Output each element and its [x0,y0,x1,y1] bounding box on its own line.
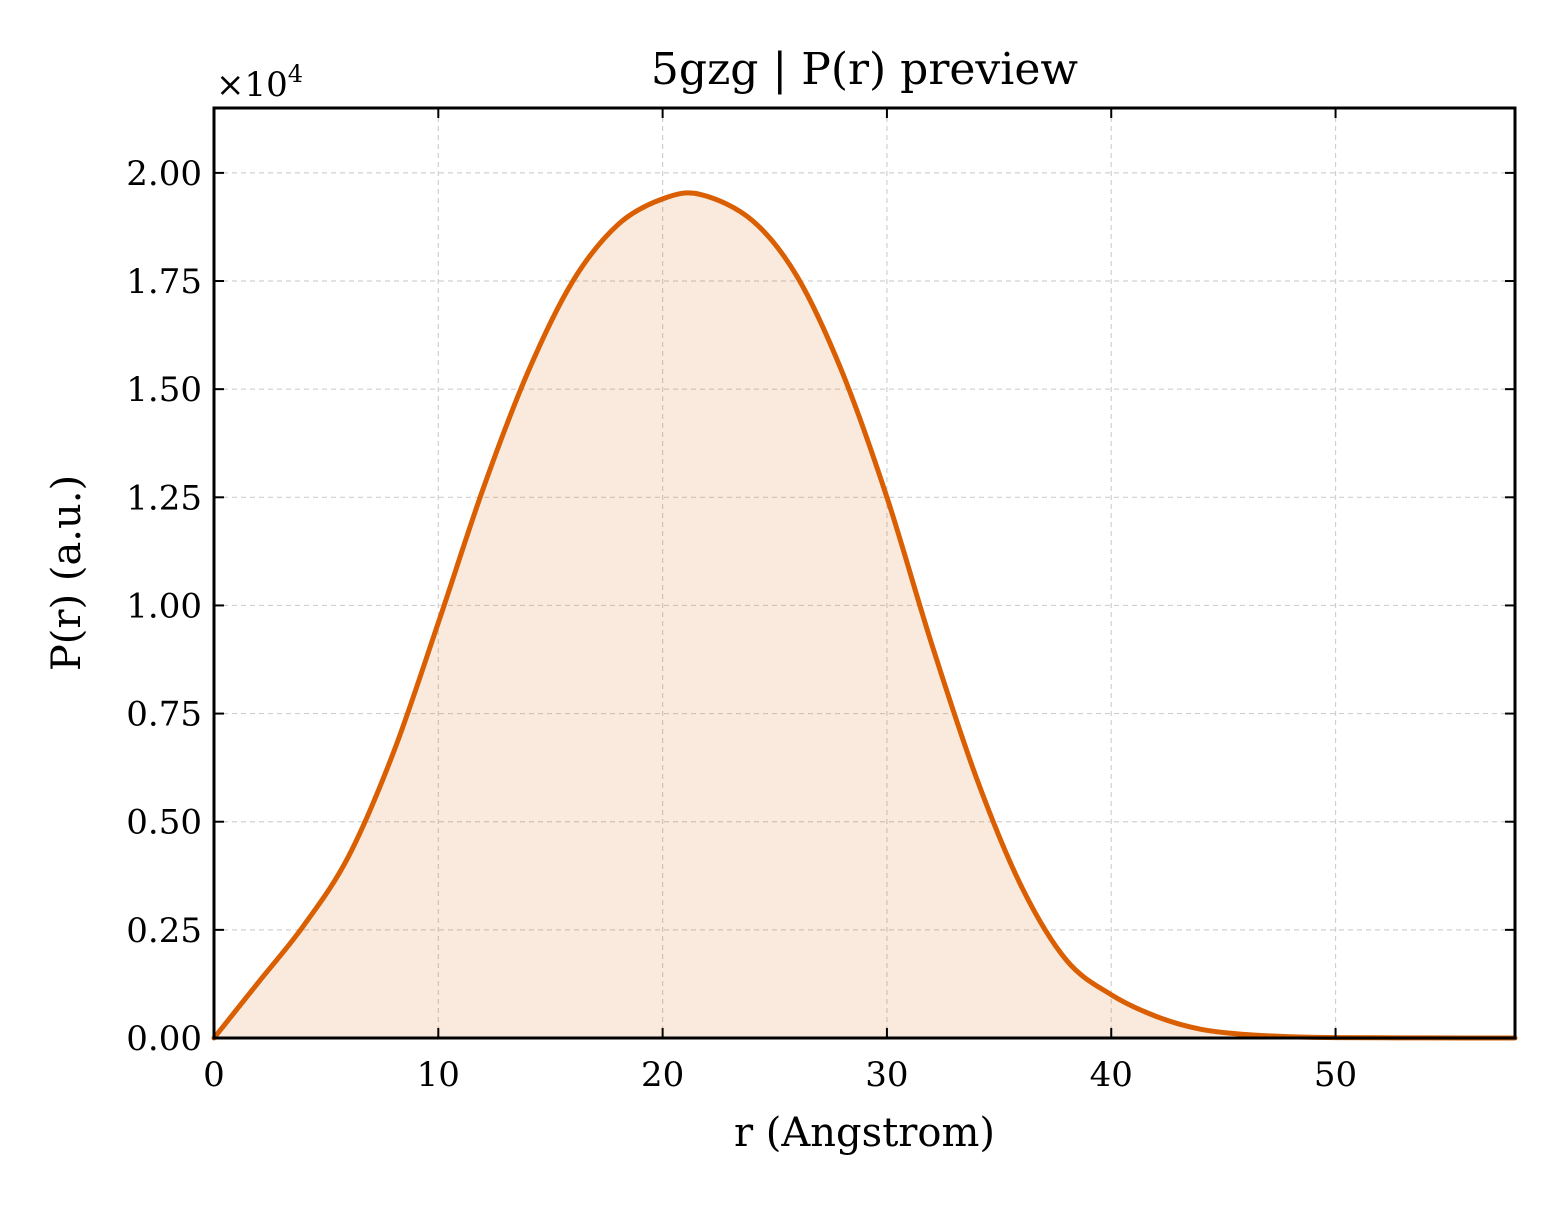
pr-area-fill [214,192,1515,1038]
y-tick-label: 0.75 [126,695,202,735]
y-tick-label: 0.00 [126,1019,202,1059]
data-layer [211,190,1518,1041]
x-tick-label: 0 [203,1055,225,1095]
y-tick-label: 1.00 [126,586,202,626]
y-tick-label: 2.00 [126,154,202,194]
x-tick-label: 50 [1314,1055,1357,1095]
y-tick-label: 1.50 [126,370,202,410]
ticks: 0 10 20 30 40 50 0.00 0.25 0.50 0.75 1.00 1.25 1.50 1… [126,108,1515,1095]
y-axis-offset-label: ×104 [216,60,303,105]
y-tick-label: 0.50 [126,803,202,843]
x-tick-label: 20 [641,1055,684,1095]
plot-frame [212,106,1517,1040]
y-tick-label: 0.25 [126,911,202,951]
y-axis-label: P(r) (a.u.) [44,475,90,671]
x-tick-label: 30 [865,1055,908,1095]
y-tick-label: 1.25 [126,478,202,518]
chart-title: 5gzg | P(r) preview [651,44,1078,95]
x-axis-label: r (Angstrom) [734,1110,995,1156]
x-tick-label: 10 [417,1055,460,1095]
y-offset-exponent: 4 [288,60,303,88]
grid [214,108,1515,1038]
x-tick-label: 40 [1090,1055,1133,1095]
pr-curve-line [211,190,1518,1041]
y-tick-label: 1.75 [126,262,202,302]
y-offset-base: ×10 [216,65,288,105]
